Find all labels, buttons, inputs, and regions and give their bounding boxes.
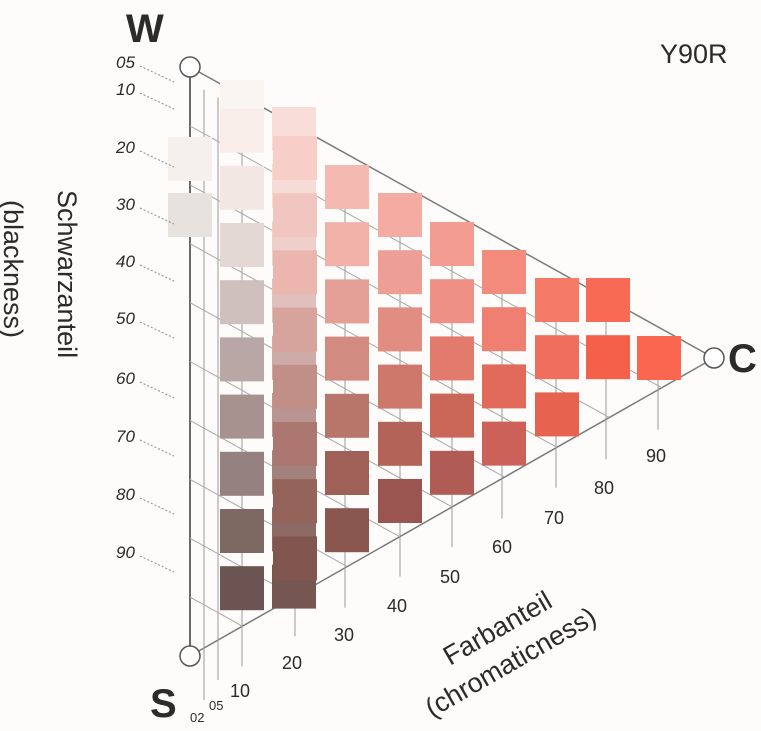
blackness-grid-line (189, 478, 348, 567)
color-swatch-30-50 (430, 393, 474, 438)
blackness-tick-label: 40 (116, 252, 135, 271)
color-swatch-20-30 (325, 279, 369, 324)
color-swatch-50-05 (220, 337, 264, 382)
chromaticness-tick-label: 40 (387, 596, 407, 616)
color-swatch-30-20 (273, 307, 317, 352)
color-swatch-10-60 (482, 307, 526, 352)
chromaticness-tick-label: 80 (594, 478, 614, 498)
corner-label-chromatic: C (728, 337, 757, 381)
color-swatch-40-05 (220, 280, 264, 325)
color-swatch-90-05 (220, 566, 264, 611)
blackness-tick-label: 20 (115, 138, 135, 157)
color-swatch-20-05 (220, 165, 264, 210)
color-swatch-60-05 (220, 394, 264, 439)
chromaticness-tick-label: 02 (190, 710, 204, 725)
blackness-tick-label: 50 (116, 309, 135, 328)
color-swatch-10-30 (325, 222, 369, 267)
chromaticness-tick-label: 05 (209, 698, 223, 713)
blackness-tick-label: 10 (116, 80, 135, 99)
blackness-leader (139, 497, 175, 515)
color-swatch-20-02 (168, 137, 212, 181)
color-swatch-30-40 (378, 364, 422, 409)
color-swatch-10-70 (535, 335, 579, 380)
color-swatch-20-50 (430, 336, 474, 381)
color-swatch-10-80 (586, 335, 630, 380)
color-swatch-10-50 (430, 279, 474, 324)
hue-notation: Y90R (660, 39, 728, 69)
chromaticness-tick-label: 90 (646, 446, 666, 466)
color-swatch-70-05 (220, 451, 264, 496)
blackness-grid-line (189, 243, 558, 448)
color-swatch-60-20 (273, 479, 317, 524)
color-swatch-30-05 (220, 223, 264, 267)
color-swatch-20-70 (535, 392, 579, 437)
chromaticness-ticks: 02 05 10 20 30 40 50 60 70 80 90 (190, 446, 666, 725)
swatch-grid (168, 80, 681, 611)
color-swatch-30-02 (168, 193, 212, 237)
color-swatch-10-05 (220, 108, 264, 153)
color-swatch-05-80 (586, 278, 630, 322)
corner-label-black: S (150, 682, 177, 726)
blackness-axis-title: Schwarzanteil (52, 190, 82, 358)
blackness-grid-line (189, 125, 662, 389)
chromaticness-tick-label: 60 (492, 537, 512, 557)
color-swatch-40-30 (325, 393, 369, 438)
white-point (179, 56, 201, 78)
black-point (179, 645, 201, 667)
color-swatch-20-20 (273, 250, 317, 295)
chromaticness-tick-label: 20 (282, 653, 302, 673)
color-swatch-10-40 (378, 250, 422, 295)
color-swatch-40-20 (273, 364, 317, 409)
blackness-ticks: 05 10 20 30 40 50 60 70 80 90 (115, 53, 175, 573)
corner-label-white: W (126, 7, 164, 51)
color-swatch-05-50 (430, 222, 474, 266)
color-swatch-70-20 (273, 536, 317, 581)
blackness-tick-label: 70 (116, 427, 135, 446)
blackness-axis-subtitle: (blackness) (0, 200, 28, 338)
blackness-leader (139, 92, 175, 110)
chromaticness-tick-label: 30 (334, 625, 354, 645)
chromaticness-tick-label: 50 (440, 567, 460, 587)
color-swatch-20-40 (378, 307, 422, 352)
blackness-tick-label: 80 (116, 485, 135, 504)
color-swatch-60-30 (325, 508, 369, 553)
chromaticness-tick-label: 70 (544, 508, 564, 528)
color-swatch-20-60 (482, 364, 526, 409)
color-swatch-30-60 (482, 421, 526, 466)
chromatic-point (703, 347, 725, 369)
blackness-grid-line (189, 302, 505, 478)
color-swatch-05-20 (273, 136, 317, 180)
color-swatch-10-20 (273, 193, 317, 238)
color-swatch-05-60 (482, 250, 526, 294)
color-swatch-40-40 (378, 421, 422, 466)
color-swatch-05-90 (637, 336, 681, 380)
blackness-tick-label: 60 (116, 369, 135, 388)
color-swatch-40-50 (430, 450, 474, 495)
chromaticness-tick-label: 10 (230, 681, 250, 701)
color-swatch-05-70 (535, 278, 579, 322)
blackness-leader (139, 381, 175, 399)
blackness-tick-label: 30 (116, 195, 135, 214)
color-swatch-50-20 (273, 422, 317, 466)
blackness-leader (139, 65, 175, 83)
blackness-tick-label: 90 (116, 543, 135, 562)
color-swatch-50-40 (378, 479, 422, 523)
blackness-tick-label: 05 (116, 53, 135, 72)
color-swatch-05-30 (325, 165, 369, 209)
color-swatch-30-30 (325, 336, 369, 381)
color-swatch-80-05 (220, 509, 264, 553)
blackness-grid-line (189, 596, 243, 627)
blackness-leader (139, 439, 175, 457)
blackness-leader (139, 264, 175, 282)
color-swatch-05-40 (378, 193, 422, 237)
blackness-leader (139, 321, 175, 339)
blackness-leader (139, 555, 175, 573)
color-swatch-50-30 (325, 451, 369, 495)
